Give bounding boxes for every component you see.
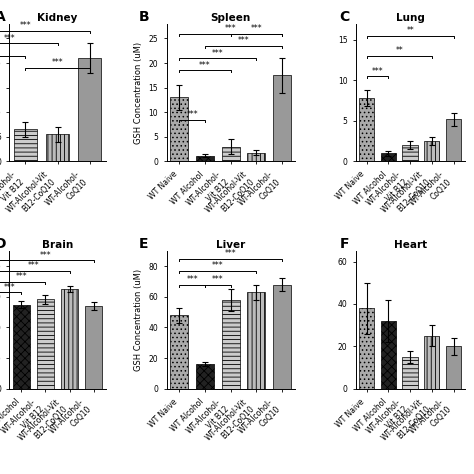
Title: Brain: Brain [42,240,73,250]
Text: ***: *** [40,251,51,259]
Bar [222,300,239,389]
Text: ***: *** [186,110,198,119]
Title: Heart: Heart [393,240,427,250]
Text: A: A [0,10,6,24]
Bar [196,155,214,162]
Text: D: D [0,237,7,251]
Bar [273,284,291,389]
Text: ***: *** [27,261,39,270]
Text: ***: *** [20,21,31,30]
Bar [196,364,214,389]
Title: Kidney: Kidney [37,13,78,23]
Text: ***: *** [4,34,15,43]
Text: ***: *** [186,275,198,284]
Title: Spleen: Spleen [210,13,251,23]
Text: ***: *** [4,283,15,292]
Text: **: ** [406,26,414,35]
Text: C: C [339,10,350,24]
Text: ***: *** [16,272,27,281]
Text: ***: *** [237,36,249,45]
Text: ***: *** [212,48,224,57]
Text: ***: *** [225,24,237,33]
Text: E: E [138,237,148,251]
Bar [0,159,5,162]
Y-axis label: GSH Concentration (uM): GSH Concentration (uM) [134,42,143,144]
Title: Liver: Liver [216,240,245,250]
Bar [46,134,69,162]
Bar [171,98,188,162]
Bar [247,292,265,389]
Bar [359,98,374,162]
Bar [0,384,6,389]
Bar [78,58,100,162]
Bar [402,145,418,162]
Bar [14,129,36,162]
Bar [381,153,396,162]
Text: ***: *** [225,249,237,258]
Title: Lung: Lung [396,13,425,23]
Bar [37,299,54,389]
Y-axis label: GSH Concentration (uM): GSH Concentration (uM) [134,269,143,371]
Text: ***: *** [52,58,64,67]
Bar [359,308,374,389]
Bar [402,357,418,389]
Text: **: ** [395,46,403,55]
Bar [13,304,30,389]
Bar [381,321,396,389]
Bar [85,306,102,389]
Text: F: F [339,237,349,251]
Text: ***: *** [212,261,224,270]
Bar [446,346,461,389]
Bar [273,75,291,162]
Text: ***: *** [372,67,383,76]
Bar [424,141,439,162]
Text: ***: *** [250,24,262,33]
Text: ***: *** [199,61,211,70]
Bar [222,146,239,162]
Bar [424,336,439,389]
Bar [446,119,461,162]
Bar [61,289,78,389]
Bar [171,315,188,389]
Text: ***: *** [212,275,224,284]
Text: B: B [138,10,149,24]
Bar [247,153,265,162]
